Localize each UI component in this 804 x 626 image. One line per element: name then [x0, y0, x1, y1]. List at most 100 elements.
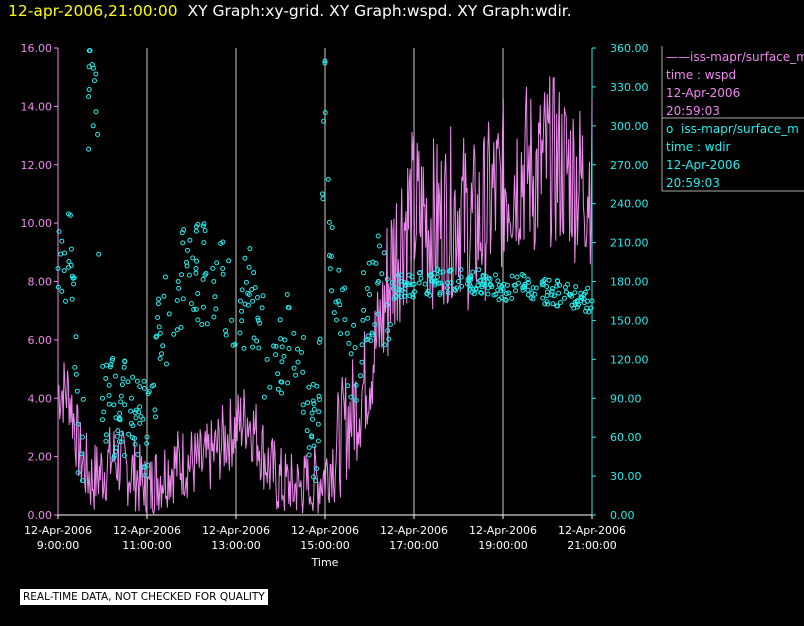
- wdir-point: [220, 271, 226, 277]
- wdir-point: [410, 294, 416, 300]
- wdir-point: [178, 324, 184, 330]
- wdir-point: [193, 266, 199, 272]
- x-tick-date: 12-Apr-2006: [469, 524, 537, 537]
- wdir-point: [422, 281, 428, 287]
- wdir-point: [135, 452, 141, 457]
- wdir-point: [300, 402, 306, 408]
- wdir-point: [491, 292, 497, 298]
- wdir-point: [317, 397, 322, 402]
- wdir-point: [375, 280, 381, 286]
- wdir-point: [503, 297, 509, 303]
- wdir-point: [338, 331, 344, 337]
- wdir-point: [565, 281, 570, 287]
- wdir-point: [358, 373, 363, 379]
- wdir-point: [103, 432, 109, 438]
- wdir-point: [448, 267, 453, 273]
- wdir-point: [92, 78, 97, 84]
- axes: 0.00 2.00 4.00 6.00 8.00 10.00 12.00 14.00 16.00…: [21, 42, 804, 569]
- wdir-point: [300, 409, 306, 415]
- wdir-point: [117, 410, 123, 416]
- wdir-point: [401, 279, 407, 285]
- wdir-point: [190, 255, 196, 261]
- wdir-point: [322, 60, 328, 66]
- wdir-point: [314, 383, 320, 389]
- right-tick-label: 120.00: [610, 353, 649, 366]
- wdir-point: [470, 269, 476, 275]
- wdir-point: [409, 281, 415, 287]
- wdir-point: [137, 404, 143, 410]
- wdir-point: [100, 417, 105, 423]
- wdir-point: [551, 293, 557, 299]
- wdir-point: [291, 365, 297, 371]
- wdir-point: [469, 289, 475, 295]
- wdir-point: [106, 382, 112, 388]
- left-tick-label: 4.00: [28, 392, 53, 405]
- wdir-point: [512, 282, 518, 288]
- wdir-point: [174, 298, 180, 303]
- wdir-point: [513, 288, 519, 294]
- wdir-point: [187, 237, 193, 243]
- wdir-point: [55, 284, 61, 290]
- wdir-point: [75, 421, 81, 427]
- wdir-point: [179, 272, 184, 278]
- wdir-point: [241, 345, 247, 351]
- wdir-point: [477, 278, 483, 284]
- wdir-point: [73, 334, 79, 340]
- wdir-point: [544, 284, 550, 289]
- wdir-point: [346, 340, 352, 346]
- x-tick-time: 15:00:00: [300, 539, 349, 552]
- wdir-point: [480, 282, 485, 288]
- wdir-point: [100, 363, 106, 369]
- wdir-point: [506, 290, 512, 296]
- wdir-point: [141, 378, 147, 384]
- wdir-point: [428, 278, 434, 284]
- wdir-point: [121, 364, 127, 370]
- wdir-point: [573, 284, 579, 290]
- wdir-point: [488, 282, 494, 288]
- x-tick-date: 12-Apr-2006: [113, 524, 181, 537]
- legend-wdir-name: iss-mapr/surface_m: [680, 122, 799, 136]
- wdir-point: [75, 470, 81, 476]
- wdir-point: [136, 409, 142, 415]
- wdir-point: [211, 314, 217, 320]
- wdir-point: [310, 398, 316, 404]
- wdir-point: [310, 416, 315, 422]
- wdir-point: [387, 322, 393, 327]
- wdir-point: [333, 299, 339, 305]
- wdir-point: [522, 282, 528, 288]
- wdir-point: [395, 272, 401, 278]
- wdir-point: [157, 356, 163, 361]
- wdir-point: [203, 271, 209, 276]
- wdir-point: [295, 359, 301, 365]
- wdir-point: [201, 240, 207, 246]
- wdir-point: [432, 282, 438, 288]
- wdir-point: [201, 304, 206, 310]
- wdir-point: [68, 246, 74, 252]
- x-tick-date: 12-Apr-2006: [380, 524, 448, 537]
- wdir-point: [309, 433, 315, 439]
- wdir-point: [282, 337, 288, 343]
- wdir-point: [306, 445, 312, 451]
- wdir-point: [188, 301, 194, 307]
- wdir-point: [230, 342, 236, 348]
- wdir-point: [399, 287, 405, 293]
- wdir-point: [90, 123, 96, 129]
- legend-wdir-time: 20:59:03: [666, 176, 720, 190]
- wdir-point: [134, 378, 140, 384]
- wdir-point: [180, 296, 186, 302]
- wdir-point: [104, 362, 110, 368]
- wdir-point: [467, 283, 473, 289]
- wdir-point: [202, 228, 208, 234]
- wdir-point: [130, 374, 136, 380]
- x-tick-date: 12-Apr-2006: [291, 524, 359, 537]
- wdir-point: [162, 274, 168, 280]
- wdir-point: [121, 453, 127, 458]
- wdir-point: [66, 259, 72, 264]
- wdir-point: [322, 58, 328, 64]
- wdir-point: [109, 358, 115, 363]
- wdir-point: [493, 272, 498, 278]
- wdir-point: [58, 251, 64, 257]
- wdir-point: [260, 293, 266, 299]
- wdir-point: [256, 345, 262, 351]
- wdir-point: [251, 270, 257, 276]
